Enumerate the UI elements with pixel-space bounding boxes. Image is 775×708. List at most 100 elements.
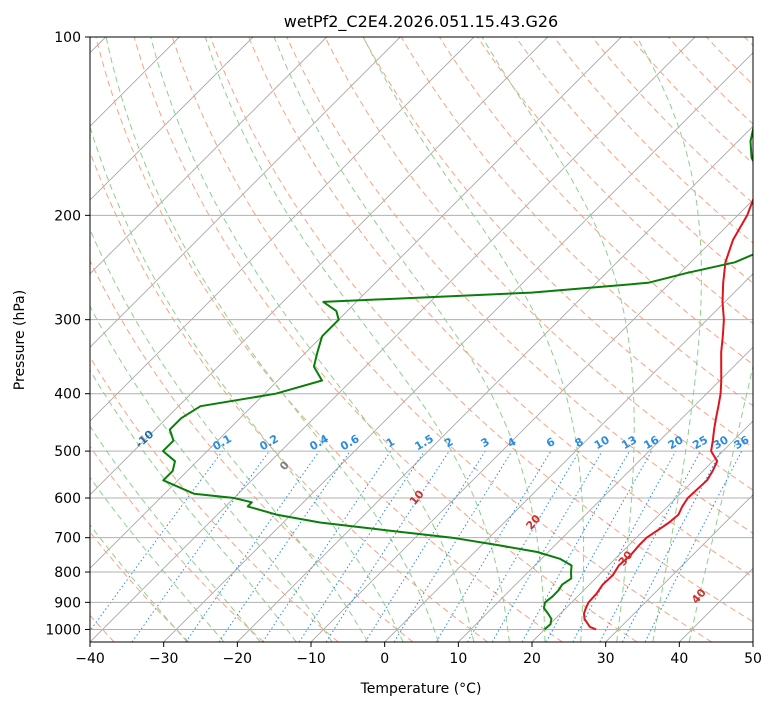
y-axis-label: Pressure (hPa) <box>12 290 28 390</box>
dry-adiabat-line <box>95 37 563 642</box>
mixing-ratio-label: 6 <box>544 435 557 450</box>
dry-adiabats <box>90 37 753 642</box>
y-tick-label: 500 <box>54 444 81 460</box>
x-tick-label: 30 <box>597 651 615 667</box>
moist-adiabat-line <box>481 37 635 642</box>
moist-adiabat-line <box>90 228 369 642</box>
dry-adiabat-line <box>324 37 753 491</box>
moist-adiabat-line <box>204 37 510 642</box>
dry-adiabat-line <box>210 37 753 623</box>
isotherm-line <box>163 52 753 642</box>
y-tick-label: 700 <box>54 531 81 547</box>
mixing-ratio-line <box>298 450 425 642</box>
x-axis: −40 −30 −20 −10 0 10 20 30 40 50 <box>75 642 762 667</box>
mixing-ratio-line <box>521 450 630 642</box>
dry-adiabat-line <box>90 356 339 642</box>
moist-adiabat-line <box>90 476 225 642</box>
mixing-ratio-label: 2 <box>442 435 455 450</box>
plot-area: -100-90-80-70-60-50-40-30-20-10010203040… <box>0 37 753 642</box>
isotherm-line <box>90 37 696 642</box>
temperature-profile <box>583 197 753 631</box>
x-tick-label: 20 <box>523 651 541 667</box>
moist-adiabat-line <box>688 363 753 642</box>
dry-adiabat-line <box>744 37 753 47</box>
moist-adiabat-line <box>90 524 188 642</box>
plot-frame <box>89 36 754 643</box>
moist-adiabat-line <box>362 37 585 642</box>
dewpoint-profile <box>162 102 753 631</box>
dry-adiabat-line <box>248 37 753 578</box>
isotherm-line <box>605 494 753 642</box>
isotherm-line <box>90 37 401 348</box>
mixing-ratio-label: 25 <box>690 433 710 452</box>
y-axis: 100 200 300 400 500 600 700 800 900 1000 <box>45 30 90 638</box>
mixing-ratio-label: 16 <box>641 433 661 452</box>
mixing-ratio-line <box>435 450 552 642</box>
isotherm-line <box>752 641 753 642</box>
y-tick-label: 200 <box>54 208 81 224</box>
mixing-ratio-line <box>393 450 513 642</box>
chart-title: wetPf2_C2E4.2026.051.15.43.G26 <box>284 12 558 32</box>
mixing-ratio-line <box>491 450 603 642</box>
moist-adiabats <box>90 37 753 642</box>
x-tick-label: 50 <box>744 651 762 667</box>
line-labels: -100-90-80-70-60-50-40-30-20-10010203040… <box>0 364 752 606</box>
mixing-ratio-label: 3 <box>479 435 492 450</box>
isotherm-line <box>678 567 753 642</box>
y-tick-label: 600 <box>54 491 81 507</box>
isotherms <box>90 37 753 642</box>
moist-adiabat-line <box>90 425 261 642</box>
mixing-ratio-label: 10 <box>592 433 612 452</box>
dry-adiabat-line <box>171 37 712 642</box>
x-tick-label: −40 <box>75 651 105 667</box>
isotherm-line <box>384 273 753 642</box>
x-tick-label: 0 <box>380 651 389 667</box>
mixing-ratio-line <box>599 450 701 642</box>
dry-adiabat-line <box>90 445 264 642</box>
mixing-ratio-label: 0.2 <box>257 432 280 453</box>
mixing-ratio-label: 0.1 <box>210 432 233 453</box>
isotherm-line <box>90 37 622 569</box>
mixing-ratio-line <box>185 450 320 642</box>
x-tick-label: −10 <box>296 651 326 667</box>
dry-adiabat-line <box>553 37 753 244</box>
y-tick-label: 100 <box>54 30 81 46</box>
dry-adiabat-line <box>90 150 488 642</box>
isotherm-line <box>310 199 753 642</box>
moist-adiabat-label: 40 <box>689 586 709 606</box>
y-tick-label: 800 <box>54 565 81 581</box>
isotherm-line <box>90 37 549 496</box>
isotherm-line <box>531 420 753 642</box>
dry-adiabat-label: -10 <box>133 427 157 450</box>
isotherm-line <box>457 346 753 642</box>
mixing-ratio-line <box>325 450 450 642</box>
mixing-ratio-line <box>262 450 392 642</box>
dry-adiabat-label: -30 <box>0 364 2 387</box>
dry-adiabat-line <box>515 37 753 284</box>
isotherm-line <box>90 37 254 201</box>
dry-adiabat-line <box>362 37 753 449</box>
mixing-ratio-line <box>545 450 653 642</box>
isotherm-line <box>236 125 753 642</box>
dry-adiabat-line <box>400 37 753 407</box>
mixing-ratio-label: 36 <box>732 433 752 452</box>
dry-adiabat-line <box>591 37 753 204</box>
mixing-ratio-lines <box>90 450 743 642</box>
x-tick-label: 10 <box>449 651 467 667</box>
moist-adiabat-line <box>150 37 475 642</box>
isotherm-line <box>90 37 475 422</box>
y-tick-label: 300 <box>54 313 81 329</box>
mixing-ratio-label: 13 <box>619 433 639 452</box>
x-tick-label: 40 <box>670 651 688 667</box>
mixing-ratio-label: 0.6 <box>338 432 362 453</box>
dry-adiabat-line <box>90 259 414 642</box>
mixing-ratio-line <box>131 450 270 642</box>
dry-adiabat-line <box>133 37 638 642</box>
mixing-ratio-line <box>218 450 351 642</box>
profiles <box>162 102 753 631</box>
pressure-gridlines <box>90 37 753 630</box>
mixing-ratio-label: 20 <box>666 433 686 452</box>
mixing-ratio-label: 4 <box>505 435 518 450</box>
dry-adiabat-label: -20 <box>55 400 79 423</box>
